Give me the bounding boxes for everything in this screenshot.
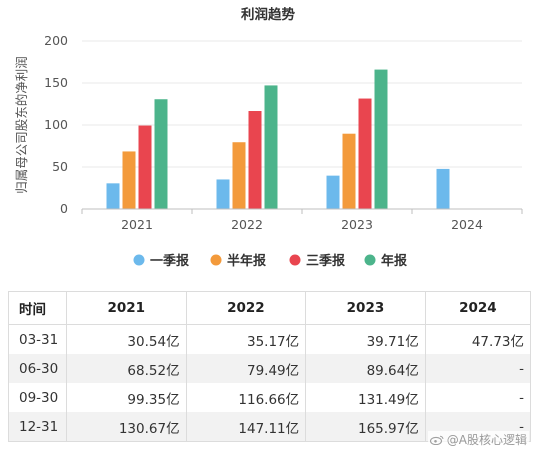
table-cell: 30.54亿 [66, 324, 187, 354]
legend-marker [210, 254, 222, 266]
profit-data-table: 时间 2021 2022 2023 2024 03-31 30.54亿 35.1… [8, 291, 531, 442]
row-period: 09-30 [8, 383, 67, 412]
table-cell: 47.73亿 [471, 333, 524, 350]
x-tick-label: 2023 [341, 217, 373, 232]
header-year: 2022 [186, 291, 307, 325]
bar [436, 168, 450, 209]
x-axis-ticks: 2021 2022 2023 2024 [81, 209, 523, 232]
legend-marker [364, 254, 376, 266]
legend-label: 三季报 [306, 253, 346, 269]
y-axis-ticks: 0 50 100 150 200 [44, 33, 68, 216]
x-tick-label: 2022 [231, 217, 263, 232]
bar [216, 179, 230, 209]
table-row: 06-30 68.52亿 79.49亿 89.64亿 - [8, 354, 531, 383]
bar [358, 98, 372, 209]
legend-item[interactable]: 三季报 [289, 253, 347, 269]
legend-item[interactable]: 年报 [364, 253, 409, 269]
table-cell: 165.97亿 [305, 412, 426, 442]
table-cell: 79.49亿 [186, 354, 307, 383]
x-tick-label: 2024 [451, 217, 483, 232]
table-cell: 130.67亿 [66, 412, 187, 442]
header-year: 2021 [66, 291, 187, 325]
bar [374, 69, 388, 209]
bar [232, 142, 246, 209]
table-cell: - [425, 354, 531, 383]
legend: 一季报 半年报 三季报 年报 [133, 253, 409, 269]
y-axis-label: 归属母公司股东的净利润 [14, 56, 29, 194]
table-header-row: 时间 2021 2022 2023 2024 [8, 291, 531, 325]
legend-item[interactable]: 一季报 [133, 253, 191, 269]
bar [264, 85, 278, 209]
watermark-text: @A股核心逻辑 [446, 433, 527, 447]
bar [248, 111, 262, 209]
y-tick-label: 0 [60, 201, 68, 216]
table-cell: 99.35亿 [66, 383, 187, 412]
row-period: 06-30 [8, 354, 67, 383]
legend-marker [133, 254, 145, 266]
table-cell: 35.17亿 [186, 324, 307, 354]
weibo-logo-icon [429, 435, 444, 445]
legend-item[interactable]: 半年报 [210, 253, 268, 269]
table-cell: 131.49亿 [305, 383, 426, 412]
bar [154, 99, 168, 209]
table-cell: 116.66亿 [186, 383, 307, 412]
x-tick-label: 2021 [121, 217, 153, 232]
watermark: @A股核心逻辑 [427, 431, 529, 448]
bar [138, 125, 152, 209]
bar [342, 133, 356, 209]
row-period: 03-31 [8, 324, 67, 354]
table-cell: 147.11亿 [186, 412, 307, 442]
y-tick-label: 150 [44, 75, 68, 90]
legend-label: 半年报 [227, 253, 267, 269]
header-year: 2023 [305, 291, 426, 325]
header-year: 2024 [425, 291, 531, 325]
table-cell: 68.52亿 [66, 354, 187, 383]
legend-label: 年报 [381, 253, 408, 269]
bars [106, 69, 450, 209]
bar [326, 175, 340, 209]
header-period: 时间 [8, 291, 67, 325]
table-cell: 89.64亿 [305, 354, 426, 383]
bar [106, 183, 120, 209]
table-cell: - [519, 389, 524, 406]
legend-marker [289, 254, 301, 266]
bar [122, 151, 136, 209]
row-period: 12-31 [8, 412, 67, 442]
chart-title: 利润趋势 [241, 6, 295, 23]
table-row: 03-31 30.54亿 35.17亿 39.71亿 47.73亿 [8, 324, 531, 354]
y-tick-label: 50 [52, 159, 68, 174]
table-cell: 39.71亿 [305, 324, 426, 354]
y-tick-label: 200 [44, 33, 68, 48]
y-tick-label: 100 [44, 117, 68, 132]
table-row: 09-30 99.35亿 116.66亿 131.49亿 - [8, 383, 531, 412]
legend-label: 一季报 [150, 253, 190, 269]
